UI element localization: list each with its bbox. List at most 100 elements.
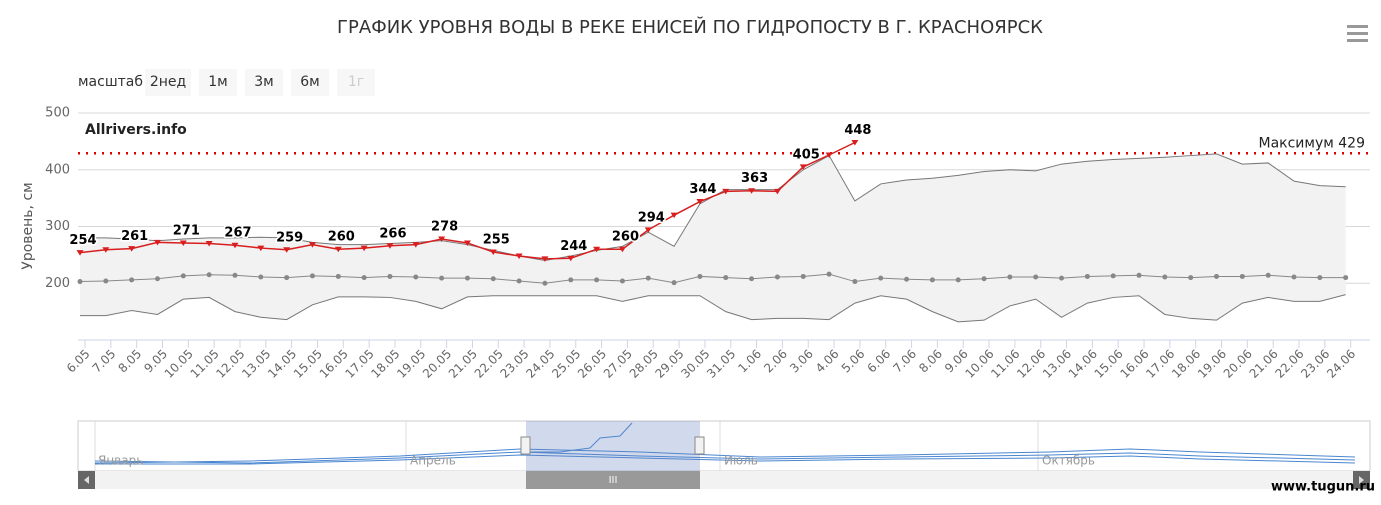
point bbox=[1007, 274, 1013, 280]
x-tick-label: 26.05 bbox=[575, 347, 609, 381]
y-tick-label: 400 bbox=[45, 162, 70, 177]
range-label: масштаб bbox=[78, 74, 143, 90]
point bbox=[1239, 273, 1245, 279]
range-button[interactable] bbox=[245, 69, 283, 96]
range-button-label: 1г bbox=[348, 74, 364, 90]
x-tick-label: 6.05 bbox=[64, 347, 93, 376]
navigator-label: Октябрь bbox=[1042, 454, 1095, 468]
point bbox=[361, 275, 367, 281]
point bbox=[413, 274, 419, 280]
point bbox=[516, 278, 522, 284]
point bbox=[489, 249, 497, 256]
navigator-window[interactable] bbox=[526, 421, 700, 471]
data-label: 278 bbox=[431, 219, 458, 234]
x-tick-label: 14.06 bbox=[1066, 347, 1100, 381]
point bbox=[438, 236, 446, 242]
point bbox=[102, 247, 110, 253]
range-button[interactable] bbox=[337, 69, 375, 96]
x-tick-label: 15.05 bbox=[291, 347, 325, 381]
x-tick-label: 29.05 bbox=[652, 347, 686, 381]
range-button[interactable] bbox=[145, 69, 191, 96]
data-label: 405 bbox=[793, 147, 820, 162]
point bbox=[1033, 274, 1039, 280]
point bbox=[594, 277, 600, 283]
x-tick-label: 10.05 bbox=[162, 347, 196, 381]
x-tick-label: 10.06 bbox=[962, 347, 996, 381]
point bbox=[799, 164, 807, 170]
menu-bar bbox=[1347, 39, 1368, 42]
x-tick-label: 20.05 bbox=[420, 347, 454, 381]
x-tick-label: 18.06 bbox=[1169, 347, 1203, 381]
x-tick-label: 2.06 bbox=[761, 347, 790, 376]
point bbox=[515, 253, 523, 260]
x-tick-label: 28.05 bbox=[627, 347, 661, 381]
point bbox=[593, 246, 601, 253]
range-button[interactable] bbox=[291, 69, 329, 96]
point bbox=[542, 280, 548, 286]
x-tick-label: 15.06 bbox=[1092, 347, 1126, 381]
point bbox=[773, 188, 781, 195]
point bbox=[696, 199, 704, 205]
scrollbar-thumb[interactable] bbox=[526, 471, 700, 489]
point bbox=[878, 275, 884, 281]
point bbox=[851, 140, 859, 146]
point bbox=[103, 278, 109, 284]
point bbox=[232, 272, 238, 278]
point bbox=[154, 276, 160, 282]
data-label: 260 bbox=[612, 230, 639, 245]
y-tick-label: 300 bbox=[45, 219, 70, 234]
point bbox=[360, 245, 368, 252]
point bbox=[412, 242, 420, 248]
point bbox=[748, 188, 756, 194]
scrollbar-grip: III bbox=[609, 475, 618, 486]
point bbox=[258, 274, 264, 280]
point bbox=[722, 188, 730, 195]
point bbox=[1188, 275, 1194, 281]
x-tick-label: 22.05 bbox=[472, 347, 506, 381]
point bbox=[439, 275, 445, 281]
source-credit: www.tugun.ru bbox=[1271, 480, 1375, 495]
range-button-label: 2нед bbox=[150, 74, 186, 90]
x-tick-label: 8.05 bbox=[115, 347, 144, 376]
x-tick-label: 12.06 bbox=[1014, 347, 1048, 381]
navigator-handle[interactable] bbox=[694, 436, 705, 455]
point bbox=[1136, 272, 1142, 278]
point bbox=[618, 246, 626, 253]
point bbox=[1110, 273, 1116, 279]
point bbox=[825, 152, 833, 158]
point bbox=[284, 275, 290, 281]
data-label: 271 bbox=[173, 223, 200, 238]
point bbox=[76, 250, 84, 256]
max-line-label: Максимум 429 bbox=[1259, 135, 1366, 151]
data-label: 363 bbox=[741, 171, 768, 186]
point bbox=[981, 276, 987, 282]
point bbox=[205, 241, 213, 247]
series-line bbox=[80, 294, 1346, 323]
x-tick-label: 4.06 bbox=[813, 347, 842, 376]
point bbox=[567, 255, 575, 262]
navigator-label: Январь bbox=[98, 454, 143, 468]
point bbox=[179, 240, 187, 246]
navigator-handle[interactable] bbox=[520, 436, 531, 455]
arrow bbox=[84, 476, 89, 484]
point bbox=[308, 242, 316, 248]
x-tick-label: 22.06 bbox=[1272, 347, 1306, 381]
x-tick-label: 14.05 bbox=[265, 347, 299, 381]
range-button[interactable] bbox=[199, 69, 237, 96]
data-label: 294 bbox=[638, 210, 665, 225]
point bbox=[490, 276, 496, 282]
navigator-label: Июль bbox=[724, 454, 758, 468]
point bbox=[774, 274, 780, 280]
range-button-label: 6м bbox=[300, 74, 319, 90]
data-label: 448 bbox=[844, 123, 871, 138]
watermark: Allrivers.info bbox=[85, 122, 187, 138]
x-tick-label: 13.05 bbox=[239, 347, 273, 381]
point bbox=[929, 277, 935, 283]
x-tick-label: 21.06 bbox=[1247, 347, 1281, 381]
scrollbar-track[interactable] bbox=[78, 471, 1370, 489]
point bbox=[335, 273, 341, 279]
menu-icon[interactable] bbox=[1347, 25, 1368, 42]
data-label: 255 bbox=[483, 233, 510, 248]
x-tick-label: 16.05 bbox=[317, 347, 351, 381]
